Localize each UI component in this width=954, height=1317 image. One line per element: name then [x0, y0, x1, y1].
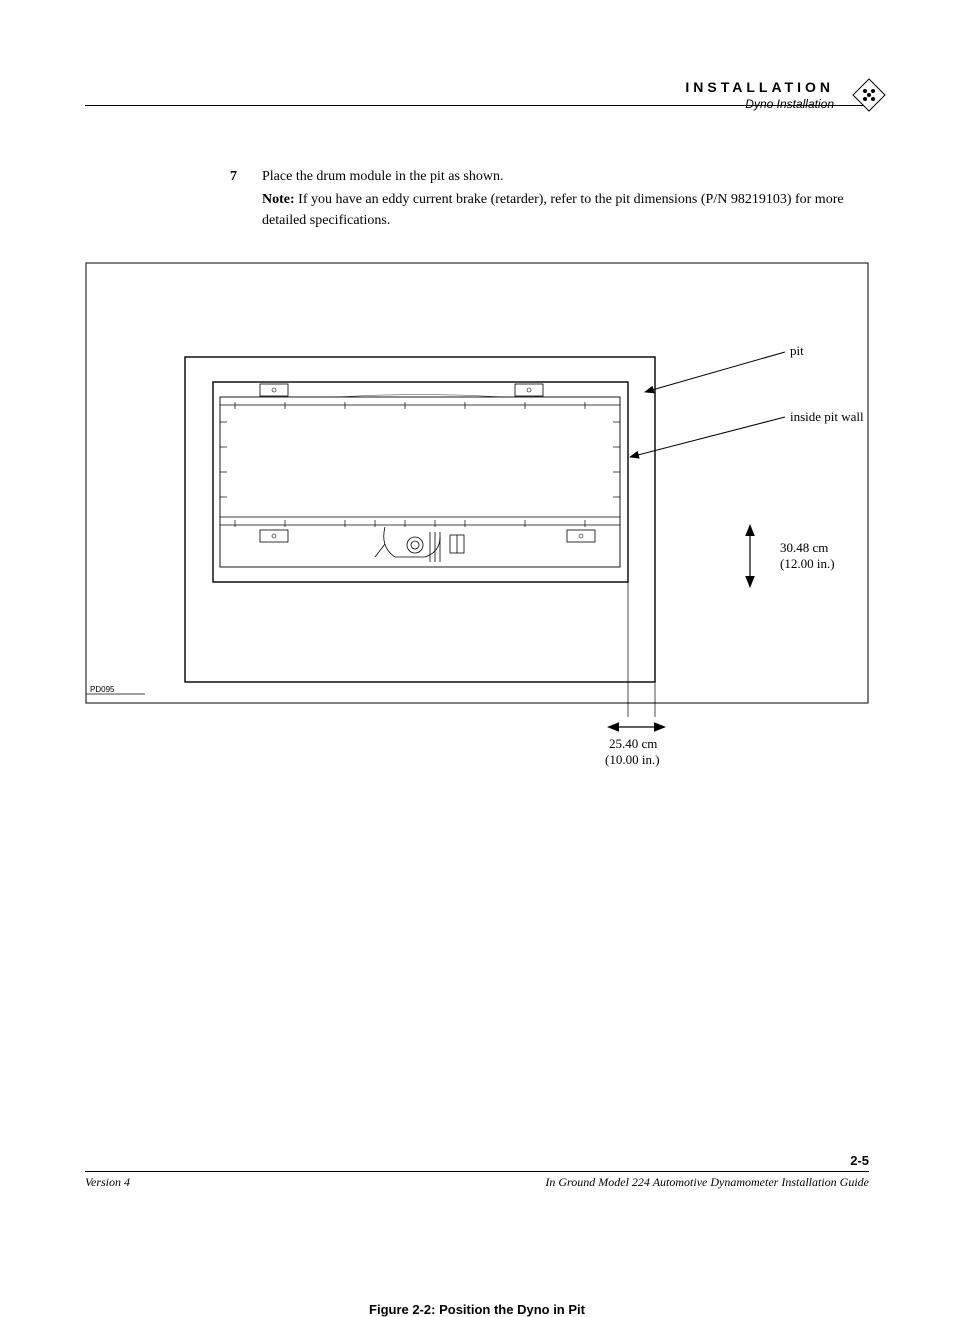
figure-area: pit inside pit wall 30.48 cm (12.00 in.)…	[85, 262, 869, 772]
step-7: 7 Place the drum module in the pit as sh…	[230, 167, 849, 234]
section-title: Dyno Installation	[685, 97, 834, 111]
dim-right-cm: 30.48 cm	[780, 540, 828, 555]
note-text: If you have an eddy current brake (retar…	[262, 192, 844, 227]
header-icon	[851, 77, 887, 113]
step-note: Note: If you have an eddy current brake …	[262, 190, 849, 231]
figure-caption: Figure 2-2: Position the Dyno in Pit	[85, 1302, 869, 1317]
footer-left: Version 4	[85, 1175, 130, 1190]
header-rule	[85, 105, 869, 106]
page-number: 2-5	[850, 1153, 869, 1168]
body-text: 7 Place the drum module in the pit as sh…	[230, 167, 849, 234]
chapter-title: INSTALLATION	[685, 79, 834, 95]
label-pit: pit	[790, 343, 804, 358]
header-title-block: INSTALLATION Dyno Installation	[685, 79, 834, 111]
figure-tag: PD095	[90, 685, 115, 694]
footer-right: In Ground Model 224 Automotive Dynamomet…	[545, 1175, 869, 1190]
label-inside-wall: inside pit wall	[790, 409, 864, 424]
dim-bottom-in: (10.00 in.)	[605, 752, 660, 767]
figure-svg: pit inside pit wall 30.48 cm (12.00 in.)…	[85, 262, 869, 772]
note-label: Note:	[262, 192, 295, 207]
step-number: 7	[230, 167, 244, 234]
dim-right-in: (12.00 in.)	[780, 556, 835, 571]
step-body: Place the drum module in the pit as show…	[262, 167, 849, 234]
step-main-line: Place the drum module in the pit as show…	[262, 167, 849, 187]
footer-rule	[85, 1171, 869, 1172]
dim-bottom-cm: 25.40 cm	[609, 736, 657, 751]
page-header: INSTALLATION Dyno Installation	[85, 75, 869, 125]
